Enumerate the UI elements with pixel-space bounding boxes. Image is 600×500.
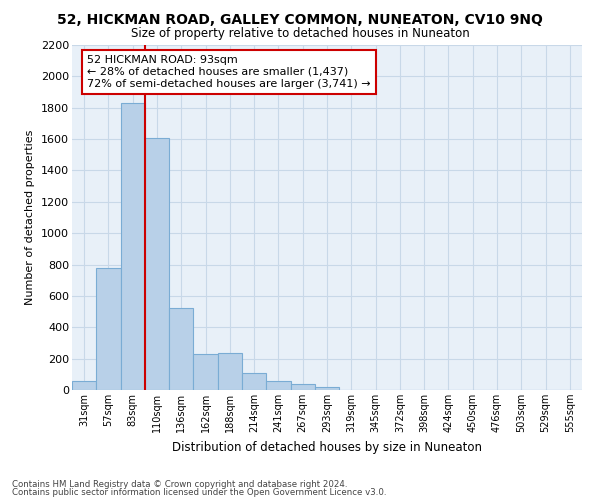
Bar xyxy=(121,103,145,390)
Bar xyxy=(193,354,218,390)
Bar xyxy=(290,384,315,390)
Bar xyxy=(72,382,96,390)
Bar xyxy=(242,373,266,390)
Text: Contains public sector information licensed under the Open Government Licence v3: Contains public sector information licen… xyxy=(12,488,386,497)
X-axis label: Distribution of detached houses by size in Nuneaton: Distribution of detached houses by size … xyxy=(172,440,482,454)
Bar xyxy=(96,268,121,390)
Y-axis label: Number of detached properties: Number of detached properties xyxy=(25,130,35,305)
Bar xyxy=(145,138,169,390)
Bar xyxy=(266,382,290,390)
Text: Size of property relative to detached houses in Nuneaton: Size of property relative to detached ho… xyxy=(131,28,469,40)
Bar xyxy=(315,387,339,390)
Bar xyxy=(169,308,193,390)
Text: Contains HM Land Registry data © Crown copyright and database right 2024.: Contains HM Land Registry data © Crown c… xyxy=(12,480,347,489)
Text: 52, HICKMAN ROAD, GALLEY COMMON, NUNEATON, CV10 9NQ: 52, HICKMAN ROAD, GALLEY COMMON, NUNEATO… xyxy=(57,12,543,26)
Text: 52 HICKMAN ROAD: 93sqm
← 28% of detached houses are smaller (1,437)
72% of semi-: 52 HICKMAN ROAD: 93sqm ← 28% of detached… xyxy=(88,56,371,88)
Bar xyxy=(218,353,242,390)
